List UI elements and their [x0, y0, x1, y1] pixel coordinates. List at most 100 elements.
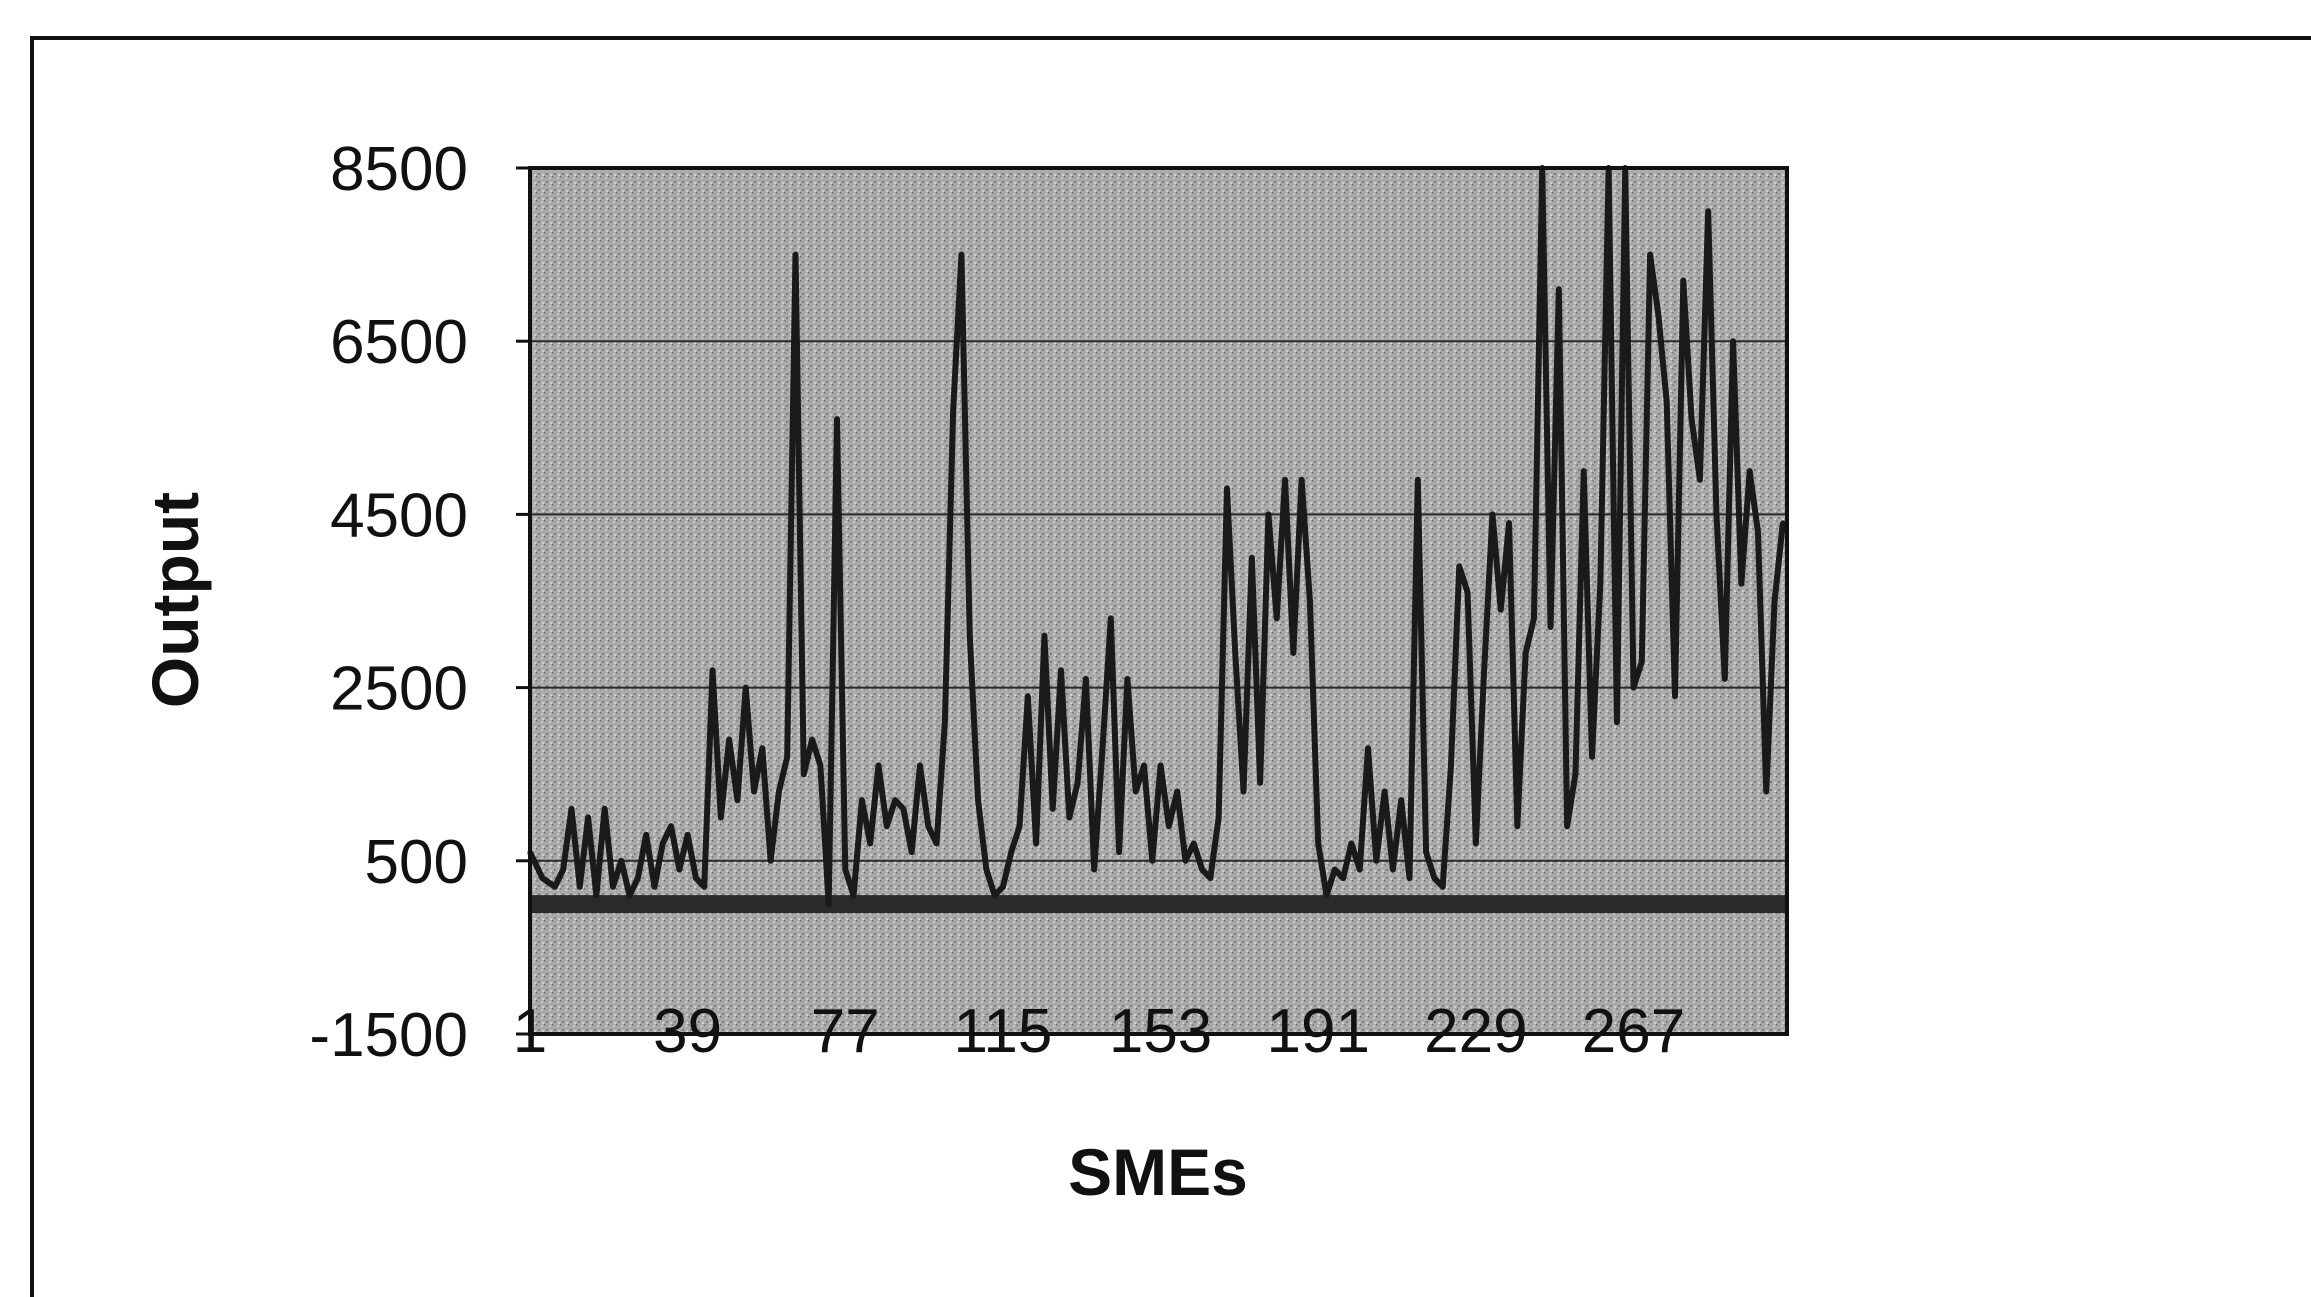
data-point [1083, 676, 1089, 682]
y-axis-title: Output [138, 492, 212, 708]
data-point [1664, 399, 1670, 405]
data-point [759, 745, 765, 751]
data-point [1680, 278, 1686, 284]
x-tick-label: 153 [1109, 997, 1212, 1066]
plot-area-border [528, 166, 1789, 1036]
data-point [635, 875, 641, 881]
data-point [751, 789, 757, 795]
data-point [1158, 763, 1164, 769]
data-point [859, 797, 865, 803]
x-tick-label: 191 [1266, 997, 1369, 1066]
x-tick-label: 1 [513, 997, 547, 1066]
data-point [1133, 789, 1139, 795]
data-point [1000, 884, 1006, 890]
data-point [834, 416, 840, 422]
data-point [983, 866, 989, 872]
data-point [1241, 789, 1247, 795]
data-point [1033, 840, 1039, 846]
data-point [1166, 823, 1172, 829]
data-point [1116, 849, 1122, 855]
data-point [1705, 208, 1711, 214]
data-point [967, 633, 973, 639]
data-point [668, 823, 674, 829]
data-point [1382, 789, 1388, 795]
data-point [1141, 763, 1147, 769]
data-points [527, 165, 1786, 907]
data-point [1091, 866, 1097, 872]
x-tick-label: 229 [1424, 997, 1527, 1066]
data-point [1456, 563, 1462, 569]
data-point [942, 719, 948, 725]
data-point [1763, 789, 1769, 795]
data-point [1307, 598, 1313, 604]
data-point [643, 832, 649, 838]
data-point [1738, 581, 1744, 587]
data-point [884, 823, 890, 829]
data-point [1357, 866, 1363, 872]
data-point [1282, 477, 1288, 483]
data-point [1655, 312, 1661, 318]
data-point [1440, 884, 1446, 890]
data-point [1498, 607, 1504, 613]
data-point [610, 884, 616, 890]
data-point [1556, 286, 1562, 292]
data-point [1315, 840, 1321, 846]
data-point [1523, 650, 1529, 656]
data-point [1008, 849, 1014, 855]
x-axis-title: SMEs [1068, 1135, 1248, 1209]
x-axis-ticks: 1 39 77 115 153 191 229 267 [513, 997, 1685, 1066]
data-point [1647, 252, 1653, 258]
data-point [1224, 485, 1230, 491]
data-point [1780, 520, 1786, 526]
data-point [1747, 468, 1753, 474]
data-point [1390, 866, 1396, 872]
data-point [875, 763, 881, 769]
data-point [1531, 615, 1537, 621]
data-point [1124, 676, 1130, 682]
data-point [793, 252, 799, 258]
data-point [1373, 858, 1379, 864]
data-point [1199, 866, 1205, 872]
data-point [917, 763, 923, 769]
data-point [1730, 338, 1736, 344]
y-tick-label: 6500 [330, 308, 468, 377]
data-point [1066, 815, 1072, 820]
data-point [618, 858, 624, 864]
data-point [743, 685, 749, 691]
y-tick-label: 500 [365, 828, 468, 897]
data-point [1572, 771, 1578, 777]
data-point [1697, 477, 1703, 483]
data-point [1265, 511, 1271, 517]
data-point [627, 892, 633, 898]
data-point [1489, 511, 1495, 517]
data-point [1448, 763, 1454, 769]
data-point [651, 884, 657, 890]
data-point [560, 866, 566, 872]
data-point [784, 754, 790, 760]
data-point [934, 840, 940, 846]
data-point [676, 866, 682, 872]
data-point [1075, 780, 1081, 786]
data-point [1216, 815, 1222, 820]
y-axis-ticks: -1500 500 2500 4500 6500 8500 [309, 135, 530, 1070]
data-point [975, 797, 981, 803]
data-point [992, 892, 998, 898]
data-point [1597, 581, 1603, 587]
x-tick-label: 115 [954, 997, 1053, 1066]
data-point [718, 815, 724, 820]
data-point [710, 667, 716, 673]
data-point [776, 789, 782, 795]
data-point [726, 737, 732, 743]
data-point [1406, 875, 1412, 881]
data-point [925, 823, 931, 829]
data-point [1099, 745, 1105, 751]
data-point [1365, 745, 1371, 751]
data-point [1274, 615, 1280, 621]
data-point [602, 806, 608, 812]
data-point [1398, 797, 1404, 803]
data-point [909, 849, 915, 855]
data-point [1506, 520, 1512, 526]
data-point [1025, 693, 1031, 699]
data-point [900, 806, 906, 812]
data-point [1548, 624, 1554, 630]
